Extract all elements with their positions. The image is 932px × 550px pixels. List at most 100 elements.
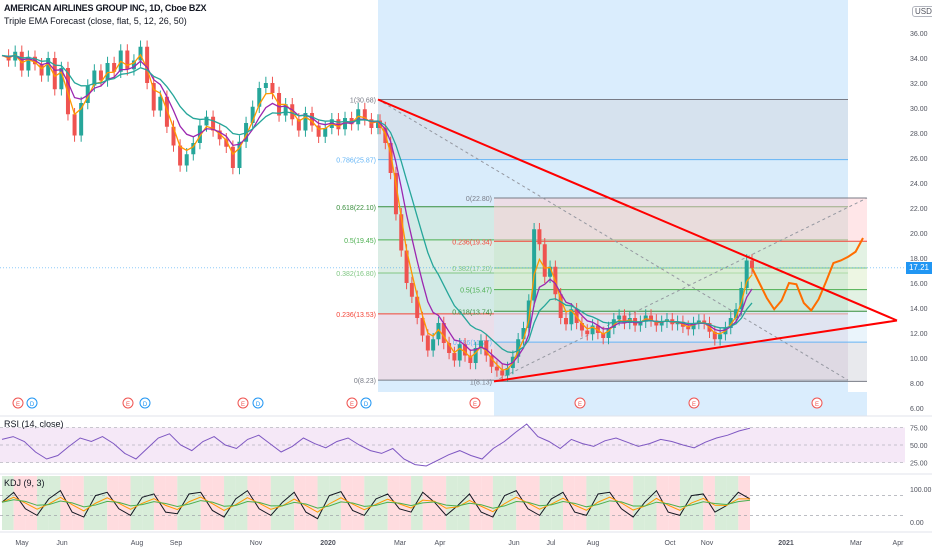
kdj-j-line	[1, 489, 751, 520]
candle	[26, 56, 31, 71]
earnings-marker-label: E	[350, 402, 354, 408]
candle	[579, 323, 584, 331]
candle	[494, 366, 499, 371]
candle	[606, 328, 611, 338]
candle	[409, 283, 414, 297]
candle	[744, 260, 749, 288]
candle	[46, 58, 51, 76]
kdj-zone	[376, 476, 388, 530]
earnings-marker	[469, 397, 481, 409]
time-tick: May	[15, 540, 29, 547]
kdj-zone	[446, 476, 458, 530]
time-tick: Sep	[170, 540, 183, 547]
fib-label-right: 0.786(11.27)	[453, 340, 492, 347]
candle	[310, 113, 315, 126]
candle	[590, 325, 595, 335]
fib-zone-right	[494, 289, 867, 312]
candle	[224, 139, 229, 147]
fib-zone-right	[494, 268, 867, 290]
currency-badge[interactable]: USD	[912, 6, 932, 17]
price-tick: 10.00	[910, 356, 928, 363]
kdj-zone	[224, 476, 236, 530]
dividend-marker-label: D	[364, 402, 369, 408]
candle	[425, 335, 430, 351]
dividend-marker-label: D	[143, 402, 148, 408]
candle	[151, 83, 156, 111]
dividend-marker	[26, 397, 38, 409]
kdj-zone	[492, 476, 505, 530]
kdj-zone	[609, 476, 622, 530]
rsi-line	[1, 423, 751, 467]
candle	[85, 85, 90, 103]
candle	[542, 244, 547, 277]
kdj-zone	[13, 476, 26, 530]
kdj-zone	[130, 476, 143, 530]
candle	[696, 320, 701, 323]
candle	[569, 309, 574, 325]
kdj-zone	[83, 476, 96, 530]
candle	[250, 106, 255, 123]
indicator-label: Triple EMA Forecast (close, flat, 5, 12,…	[4, 16, 187, 26]
kdj-zone	[72, 476, 84, 530]
candle	[399, 214, 404, 251]
candle	[611, 319, 616, 328]
kdj-zone	[633, 476, 645, 530]
kdj-zone	[738, 476, 750, 530]
time-tick: Jun	[56, 540, 67, 547]
candle	[303, 113, 308, 131]
time-tick: Jun	[508, 540, 519, 547]
candle	[283, 104, 288, 116]
candle	[323, 128, 328, 137]
fib-label-right: 0.236(19.34)	[452, 239, 492, 246]
kdj-zone	[539, 476, 552, 530]
candle	[500, 370, 505, 376]
candle	[349, 118, 354, 125]
candle	[369, 119, 374, 128]
candle	[505, 368, 510, 376]
time-tick: Nov	[250, 540, 263, 547]
chart-title: AMERICAN AIRLINES GROUP INC, 1D, Cboe BZ…	[4, 3, 207, 13]
candle	[728, 318, 733, 328]
earnings-marker-label: E	[692, 402, 696, 408]
candle	[750, 260, 754, 268]
candle	[211, 116, 216, 131]
fib-label-left: 0.382(16.80)	[336, 271, 376, 278]
time-tick: Mar	[850, 540, 863, 547]
time-tick: 2020	[320, 540, 336, 547]
candle	[558, 294, 563, 318]
kdj-zone	[270, 476, 283, 530]
fib-label-left: 1(30.68)	[350, 98, 376, 105]
kdj-zone	[504, 476, 517, 530]
candle	[463, 344, 468, 356]
earnings-marker-label: E	[126, 402, 130, 408]
candle	[691, 323, 696, 330]
fib-zone-right	[494, 198, 867, 242]
candle	[138, 46, 143, 61]
earnings-marker	[811, 397, 823, 409]
earnings-marker	[237, 397, 249, 409]
time-tick: Nov	[701, 540, 714, 547]
candle	[270, 83, 275, 93]
candle	[171, 126, 176, 146]
kdj-zone	[352, 476, 365, 530]
price-tick: 34.00	[910, 56, 928, 63]
kdj-zone	[364, 476, 376, 530]
candle	[420, 318, 425, 336]
fib-label-right: 0.5(15.47)	[460, 288, 492, 295]
candle	[257, 88, 262, 107]
kdj-zone	[516, 476, 528, 530]
time-tick: Aug	[131, 540, 144, 547]
price-tick: 22.00	[910, 206, 928, 213]
candle	[230, 146, 235, 168]
candle	[431, 339, 436, 351]
candle	[105, 63, 110, 81]
candle	[72, 114, 77, 136]
channel-lower	[493, 319, 898, 383]
candle	[595, 325, 600, 333]
candle	[393, 173, 398, 215]
candle	[521, 328, 526, 340]
candle	[296, 119, 301, 131]
candle	[675, 321, 680, 325]
fib-label-right: 0.382(17.20)	[452, 266, 492, 273]
